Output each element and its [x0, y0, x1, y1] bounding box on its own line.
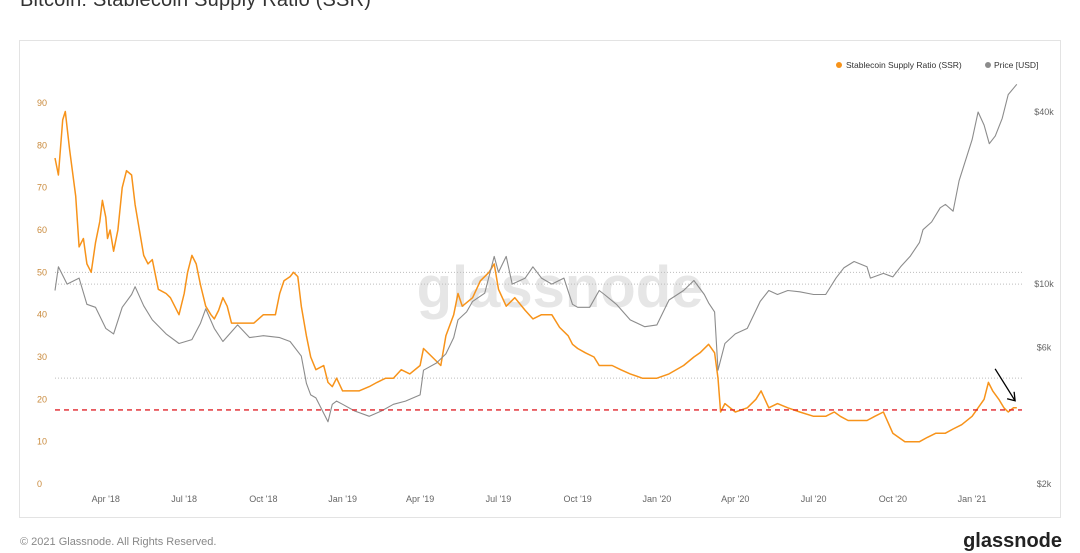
- x-tick-label: Jul '19: [486, 494, 512, 504]
- page-title: Bitcoin: Stablecoin Supply Ratio (SSR): [20, 0, 372, 11]
- x-tick-label: Oct '18: [249, 494, 277, 504]
- annotation-arrow: [994, 368, 1016, 402]
- x-tick-label: Apr '18: [92, 494, 120, 504]
- price-series-line: [54, 83, 1018, 423]
- y-left-tick-label: 80: [37, 140, 47, 150]
- x-tick-label: Jul '20: [801, 494, 827, 504]
- ssr-series-line: [54, 110, 1017, 443]
- y-left-tick-label: 10: [37, 437, 47, 447]
- legend-ssr-label: Stablecoin Supply Ratio (SSR): [846, 60, 962, 70]
- y-left-tick-label: 30: [37, 352, 47, 362]
- y-left-tick-label: 20: [37, 394, 47, 404]
- copyright-text: © 2021 Glassnode. All Rights Reserved.: [20, 536, 217, 548]
- chart-canvas: glassnode 0 10 20 30 40 50 60 70 80 90 $2k $6k $10k $4…: [37, 60, 1054, 504]
- y-left-tick-label: 90: [37, 98, 47, 108]
- legend-ssr-marker: [836, 62, 842, 68]
- x-tick-label: Apr '19: [406, 494, 434, 504]
- chart-panel: glassnode 0 10 20 30 40 50 60 70 80 90 $2k $6k $10k $4…: [19, 40, 1061, 518]
- y-right-tick-label: $6k: [1037, 343, 1052, 353]
- watermark: glassnode: [417, 255, 704, 320]
- x-tick-label: Jan '21: [958, 494, 987, 504]
- x-tick-label: Oct '20: [879, 494, 907, 504]
- y-right-tick-label: $40k: [1034, 107, 1054, 117]
- y-right-tick-label: $2k: [1037, 479, 1052, 489]
- y-left-tick-label: 0: [37, 479, 42, 489]
- x-tick-label: Jan '19: [328, 494, 357, 504]
- x-tick-label: Jan '20: [643, 494, 672, 504]
- y-left-tick-label: 50: [37, 267, 47, 277]
- x-tick-label: Jul '18: [171, 494, 197, 504]
- y-left-tick-label: 70: [37, 183, 47, 193]
- annotation-arrow-head: [1006, 391, 1016, 402]
- y-left-tick-label: 40: [37, 310, 47, 320]
- brand-logo: glassnode: [963, 530, 1062, 552]
- y-right-tick-label: $10k: [1034, 279, 1054, 289]
- legend-price-marker: [985, 62, 991, 68]
- y-left-tick-label: 60: [37, 225, 47, 235]
- x-tick-label: Oct '19: [564, 494, 592, 504]
- x-tick-label: Apr '20: [721, 494, 749, 504]
- legend-price-label: Price [USD]: [994, 60, 1038, 70]
